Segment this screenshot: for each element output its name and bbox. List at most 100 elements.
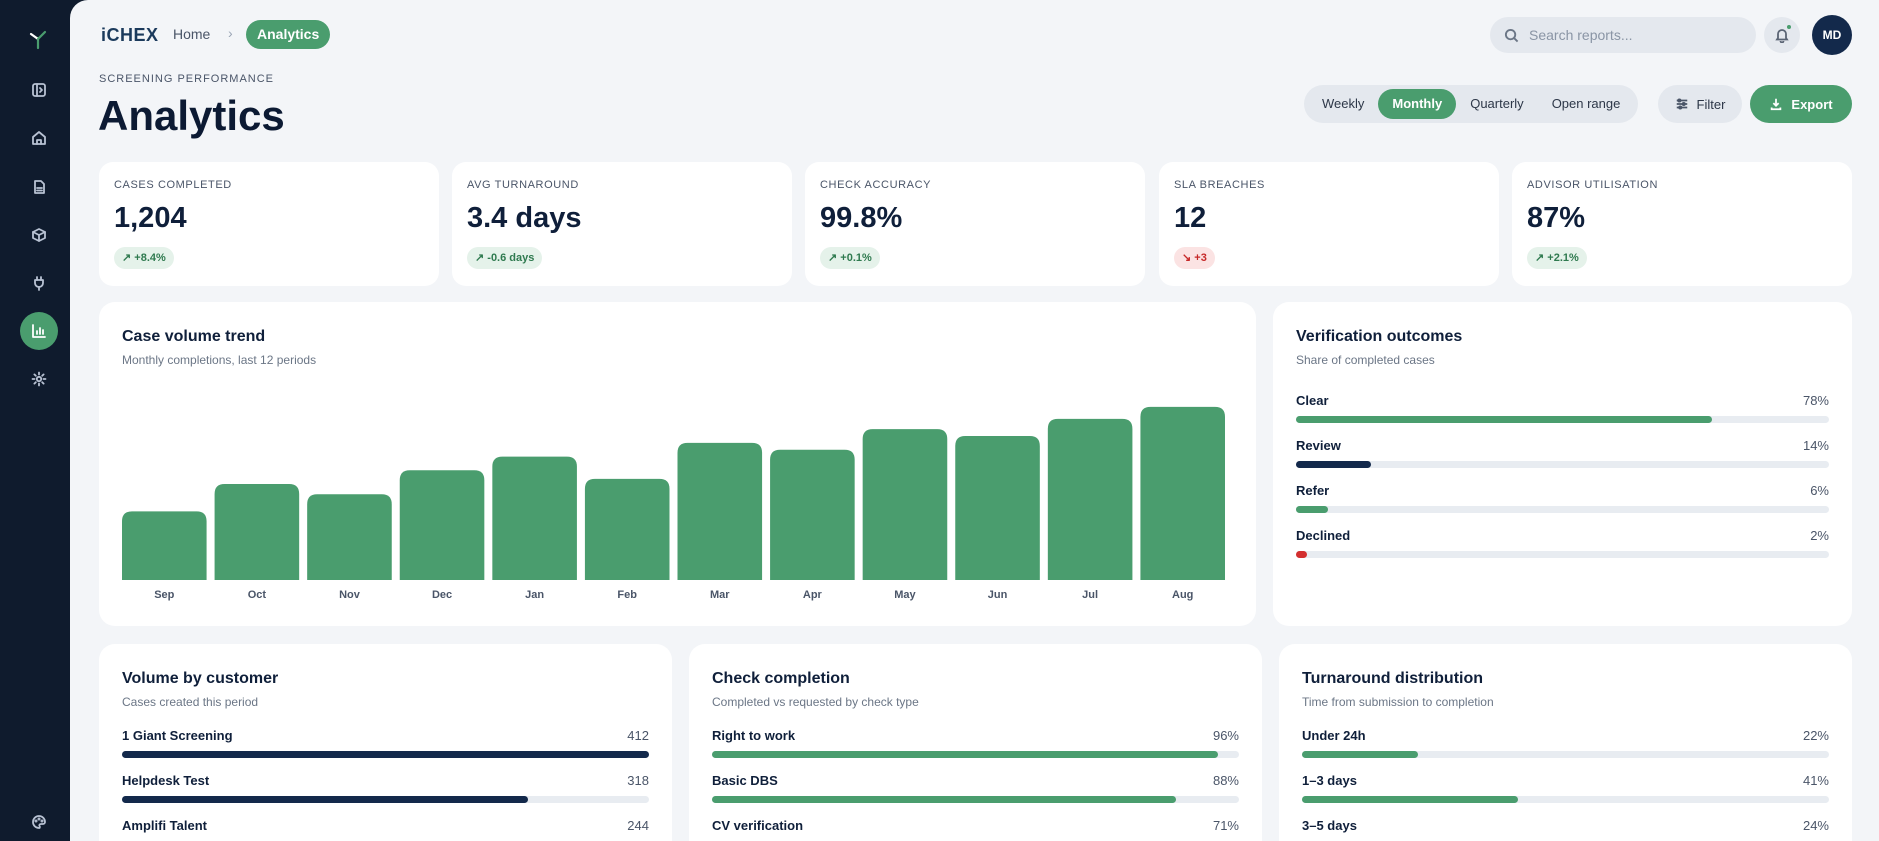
- bar-feb[interactable]: [584, 478, 670, 580]
- bar-oct[interactable]: [214, 484, 300, 580]
- filter-button[interactable]: Filter: [1658, 85, 1742, 123]
- row-label: Basic DBS: [712, 773, 778, 788]
- kpi-label: ADVISOR UTILISATION: [1527, 179, 1658, 191]
- kpi-label: AVG TURNAROUND: [467, 179, 579, 191]
- card-subtitle: Time from submission to completion: [1302, 695, 1494, 709]
- kpi-delta-badge: ↗ +2.1%: [1527, 247, 1587, 269]
- kpi-avg-turnaround: AVG TURNAROUND 3.4 days ↗ -0.6 days: [452, 162, 792, 286]
- bar-aug[interactable]: [1140, 406, 1225, 580]
- analytics-icon: [32, 324, 46, 338]
- sidebar-item-analytics[interactable]: [20, 312, 58, 350]
- card-title: Turnaround distribution: [1302, 670, 1484, 687]
- breadcrumb-home[interactable]: Home: [173, 26, 211, 42]
- row-value: 244: [627, 818, 649, 833]
- progress-fill: [1302, 796, 1519, 803]
- document-icon: [34, 180, 45, 194]
- kpi-delta-value: +8.4%: [134, 252, 166, 264]
- progress-fill: [122, 751, 649, 758]
- progress-track: [1296, 506, 1829, 513]
- bar-sep[interactable]: [122, 511, 207, 580]
- bar-nov[interactable]: [307, 494, 392, 580]
- brand-logo[interactable]: iCHEX: [101, 25, 159, 45]
- download-icon: [1771, 98, 1782, 111]
- x-tick-label: Oct: [248, 589, 267, 601]
- card-title: Case volume trend: [122, 328, 266, 345]
- settings-icon: [31, 371, 47, 387]
- sidebar-item-documents[interactable]: [20, 168, 58, 206]
- row-value: 22%: [1802, 728, 1829, 743]
- row-label: Declined: [1296, 528, 1351, 543]
- kpi-delta-value: +0.1%: [840, 252, 872, 264]
- period-open-range[interactable]: Open range: [1551, 96, 1621, 111]
- row-label: 3–5 days: [1302, 818, 1357, 833]
- bar-dec[interactable]: [399, 470, 485, 580]
- sidebar-item-packages[interactable]: [20, 216, 58, 254]
- progress-track: [1296, 551, 1829, 558]
- row-label: 1 Giant Screening: [122, 728, 233, 743]
- period-selector: Weekly Monthly Quarterly Open range: [1304, 85, 1639, 123]
- search-input[interactable]: Search reports...: [1490, 17, 1756, 53]
- bar-jul[interactable]: [1047, 418, 1133, 580]
- page-title: Analytics: [98, 92, 285, 139]
- brand-leaf-icon[interactable]: [27, 28, 49, 50]
- card-title: Verification outcomes: [1296, 328, 1463, 345]
- progress-track: [1302, 796, 1829, 803]
- period-weekly[interactable]: Weekly: [1322, 96, 1365, 111]
- main-content: iCHEX Home › Analytics Search reports...…: [70, 0, 1879, 841]
- period-monthly[interactable]: Monthly: [1378, 89, 1457, 119]
- export-button[interactable]: Export: [1750, 85, 1852, 123]
- row-label: Helpdesk Test: [122, 773, 210, 788]
- progress-row: Under 24h 22%: [1302, 728, 1829, 768]
- x-tick-label: Apr: [803, 589, 823, 601]
- progress-fill: [1296, 506, 1328, 513]
- notification-dot: [1786, 24, 1792, 30]
- period-quarterly[interactable]: Quarterly: [1470, 96, 1524, 111]
- arrow-up-right-icon: ↗: [475, 252, 488, 264]
- kpi-delta-badge: ↗ +0.1%: [820, 247, 880, 269]
- breadcrumb-chevron-icon: ›: [228, 25, 233, 41]
- card-subtitle: Cases created this period: [122, 695, 259, 709]
- kpi-delta-value: +3: [1194, 252, 1207, 264]
- card-title: Volume by customer: [122, 670, 279, 687]
- row-value: 412: [627, 728, 649, 743]
- progress-row: Helpdesk Test 318: [122, 773, 649, 813]
- sidebar-item-theme[interactable]: [20, 803, 58, 841]
- kpi-check-accuracy: CHECK ACCURACY 99.8% ↗ +0.1%: [805, 162, 1145, 286]
- breadcrumb-current[interactable]: Analytics: [246, 20, 331, 49]
- arrow-up-right-icon: ↗: [1535, 252, 1548, 264]
- topbar: iCHEX Home › Analytics Search reports...…: [70, 0, 1879, 70]
- progress-fill: [712, 796, 1176, 803]
- bar-may[interactable]: [862, 429, 948, 580]
- sidebar: [0, 0, 70, 841]
- x-tick-label: Aug: [1172, 589, 1193, 601]
- bar-jan[interactable]: [492, 456, 577, 580]
- row-value: 78%: [1802, 393, 1829, 408]
- bar-mar[interactable]: [677, 442, 763, 580]
- sidebar-item-integrations[interactable]: [20, 264, 58, 302]
- sidebar-item-settings[interactable]: [20, 360, 58, 398]
- row-value: 14%: [1802, 438, 1829, 453]
- x-tick-label: Mar: [710, 589, 730, 601]
- sidebar-item-panel[interactable]: [20, 71, 58, 109]
- kpi-delta-badge: ↗ -0.6 days: [467, 247, 543, 269]
- row-value: 88%: [1212, 773, 1239, 788]
- progress-fill: [1296, 551, 1307, 558]
- progress-fill: [1296, 461, 1371, 468]
- case-volume-bar-chart: Sep Oct Nov Dec Jan Feb Mar Apr May Jun Jul Aug: [122, 406, 1225, 601]
- progress-fill: [1296, 416, 1712, 423]
- x-tick-label: Jun: [988, 589, 1008, 601]
- sidebar-item-home[interactable]: [20, 119, 58, 157]
- bar-jun[interactable]: [955, 436, 1040, 580]
- bar-apr[interactable]: [770, 449, 855, 580]
- search-placeholder: Search reports...: [1529, 27, 1633, 43]
- card-subtitle: Monthly completions, last 12 periods: [122, 353, 317, 367]
- notifications-button[interactable]: [1764, 17, 1800, 53]
- row-label: Amplifi Talent: [122, 818, 207, 833]
- x-tick-label: Sep: [154, 589, 174, 601]
- filter-label: Filter: [1696, 96, 1726, 112]
- plug-icon: [34, 276, 44, 291]
- row-value: 71%: [1212, 818, 1239, 833]
- user-avatar[interactable]: MD: [1812, 15, 1852, 55]
- row-label: 1–3 days: [1302, 773, 1357, 788]
- row-value: 41%: [1802, 773, 1829, 788]
